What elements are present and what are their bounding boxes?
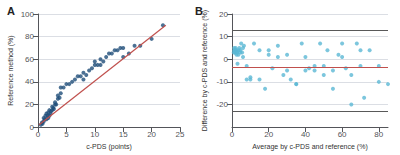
svg-text:c-PDS (points): c-PDS (points) xyxy=(86,143,132,151)
svg-text:10: 10 xyxy=(90,130,99,139)
svg-text:60: 60 xyxy=(338,130,347,139)
svg-text:15: 15 xyxy=(119,130,128,139)
svg-text:5: 5 xyxy=(64,130,69,139)
svg-text:100: 100 xyxy=(21,10,35,19)
svg-text:Average by c-PDS and reference: Average by c-PDS and reference (%) xyxy=(252,143,367,151)
svg-text:0: 0 xyxy=(224,55,229,64)
svg-text:80: 80 xyxy=(374,130,383,139)
svg-text:B: B xyxy=(195,5,203,17)
svg-text:A: A xyxy=(7,5,15,17)
svg-text:0: 0 xyxy=(30,123,35,132)
svg-text:40: 40 xyxy=(301,130,310,139)
svg-text:-20: -20 xyxy=(216,100,228,109)
svg-text:0: 0 xyxy=(36,130,41,139)
svg-text:20: 20 xyxy=(147,130,156,139)
svg-text:10: 10 xyxy=(219,32,228,41)
svg-text:60: 60 xyxy=(25,55,34,64)
svg-text:20: 20 xyxy=(219,10,228,19)
svg-text:Reference method (%): Reference method (%) xyxy=(7,35,15,105)
svg-text:-10: -10 xyxy=(216,77,228,86)
svg-text:20: 20 xyxy=(264,130,273,139)
svg-text:Difference by c-PDS and refere: Difference by c-PDS and reference (%) xyxy=(201,10,209,131)
svg-text:25: 25 xyxy=(176,130,185,139)
svg-text:40: 40 xyxy=(25,77,34,86)
svg-text:0: 0 xyxy=(230,130,235,139)
svg-text:20: 20 xyxy=(25,100,34,109)
svg-text:80: 80 xyxy=(25,32,34,41)
